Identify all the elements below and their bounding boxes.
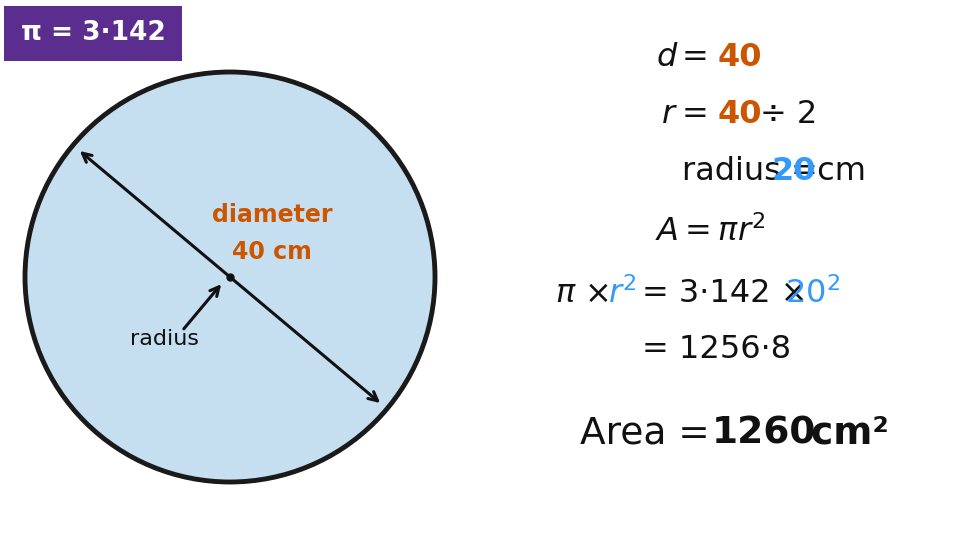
Text: 40: 40 xyxy=(718,42,762,72)
Text: ÷ 2: ÷ 2 xyxy=(760,98,817,130)
Text: 40 cm: 40 cm xyxy=(232,240,312,264)
Text: $A = \pi r^2$: $A = \pi r^2$ xyxy=(655,216,765,248)
Text: 1260: 1260 xyxy=(712,416,816,452)
Text: cm: cm xyxy=(807,155,866,187)
Text: 20: 20 xyxy=(772,155,817,187)
Text: = 3·142 ×: = 3·142 × xyxy=(642,278,807,310)
Circle shape xyxy=(25,72,435,482)
Text: = 1256·8: = 1256·8 xyxy=(642,333,792,365)
Text: $\pi$: $\pi$ xyxy=(555,278,577,310)
FancyBboxPatch shape xyxy=(4,6,182,61)
Text: $d$: $d$ xyxy=(656,42,678,72)
Text: Area =: Area = xyxy=(580,416,721,452)
Text: $r$: $r$ xyxy=(661,98,678,130)
Text: $20^2$: $20^2$ xyxy=(785,278,840,310)
Text: radius: radius xyxy=(130,329,199,349)
Text: π = 3·142: π = 3·142 xyxy=(20,20,165,47)
Text: $r^2$: $r^2$ xyxy=(608,278,636,310)
Text: diameter: diameter xyxy=(212,203,332,227)
Text: =: = xyxy=(682,42,719,72)
Text: ×: × xyxy=(585,278,612,310)
Text: radius =: radius = xyxy=(682,155,828,187)
Text: cm²: cm² xyxy=(798,416,889,452)
Text: =: = xyxy=(682,98,719,130)
Text: 40: 40 xyxy=(718,98,762,130)
